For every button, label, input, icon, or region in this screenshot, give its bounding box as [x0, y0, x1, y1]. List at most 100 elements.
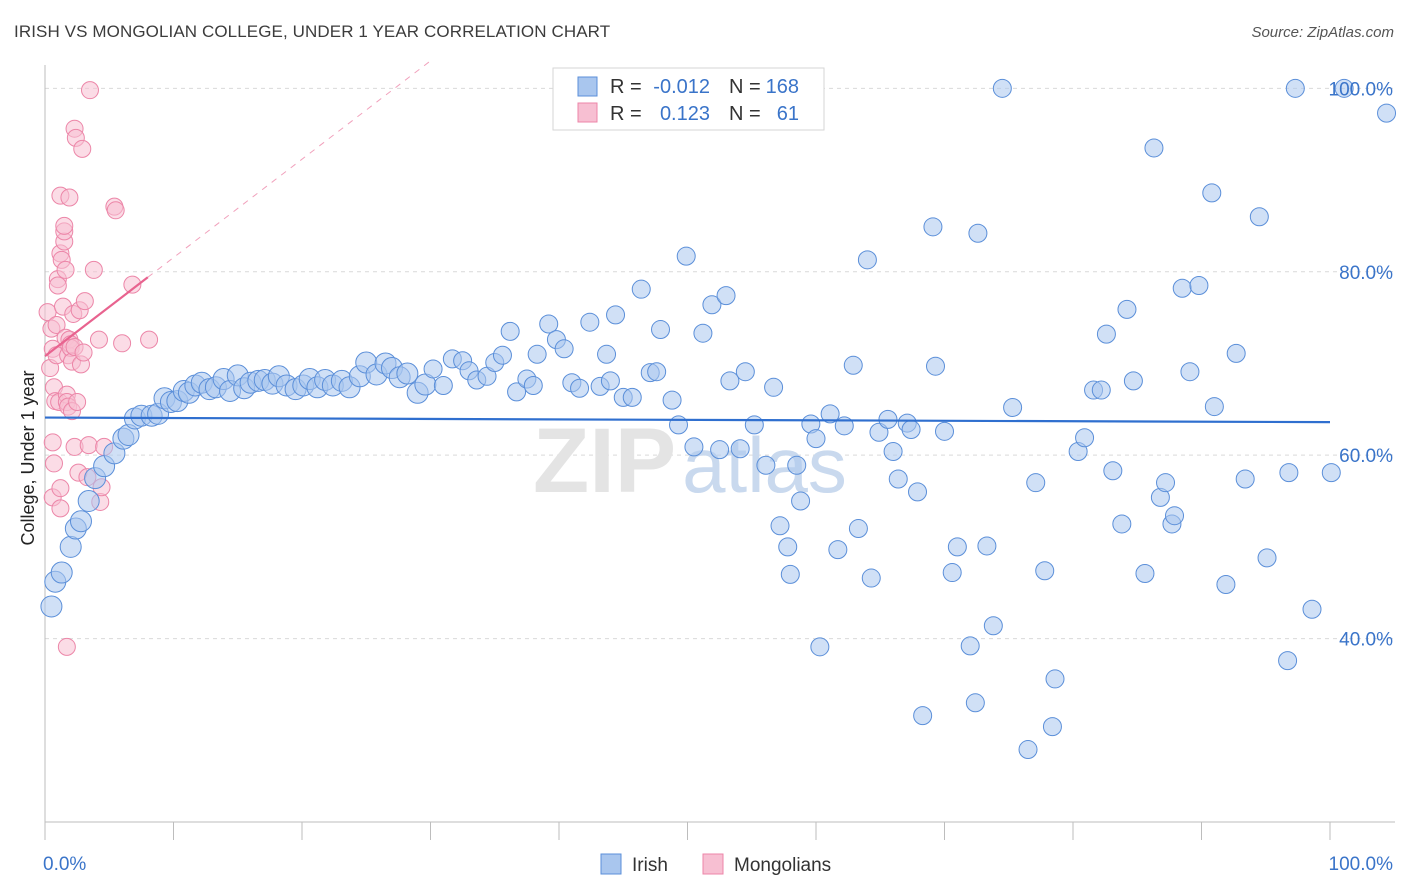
irish-point-107 [843, 355, 863, 375]
irish-point-121 [935, 421, 954, 441]
irish-point-166 [1334, 78, 1354, 98]
irish-point-158 [1235, 469, 1255, 489]
mongolians-trend-extension [147, 60, 431, 278]
mongolians-point-51 [89, 330, 108, 349]
irish-point-145 [1135, 563, 1155, 583]
irish-point-98 [780, 564, 800, 584]
irish-point-146 [1144, 138, 1164, 158]
irish-point-70 [570, 378, 590, 398]
irish-point-151 [1172, 278, 1192, 298]
irish-point-117 [908, 482, 928, 502]
irish-point-94 [756, 455, 776, 475]
legend-r-value-irish: -0.012 [653, 76, 710, 98]
irish-point-126 [968, 223, 988, 243]
irish-point-143 [1117, 299, 1137, 319]
irish-point-142 [1112, 514, 1132, 534]
mongolians-point-59 [140, 330, 159, 349]
mongolians-point-6 [44, 454, 63, 473]
irish-point-116 [901, 419, 921, 439]
irish-point-132 [1026, 473, 1046, 493]
legend-r-label-irish: R = [610, 76, 642, 98]
irish-point-73 [597, 344, 617, 364]
irish-point-135 [1045, 669, 1065, 689]
irish-point-164 [1302, 599, 1322, 619]
irish-point-86 [693, 323, 713, 343]
irish-point-155 [1204, 397, 1224, 417]
irish-point-131 [1018, 740, 1038, 760]
irish-point-95 [764, 377, 784, 397]
irish-point-77 [622, 387, 642, 407]
x-tick-label-0: 0.0% [43, 854, 86, 875]
irish-point-150 [1165, 506, 1185, 526]
irish-point-68 [554, 339, 574, 359]
mongolians-point-29 [60, 188, 79, 207]
irish-point-90 [720, 371, 740, 391]
irish-point-137 [1075, 428, 1095, 448]
irish-point-85 [684, 437, 704, 457]
irish-point-62 [507, 382, 527, 402]
legend-n-value-mongolians: 61 [777, 103, 799, 125]
irish-point-123 [947, 537, 967, 557]
trend-lines [44, 60, 1331, 424]
irish-point-139 [1091, 380, 1111, 400]
irish-point-118 [913, 706, 933, 726]
irish-point-153 [1189, 276, 1209, 296]
irish-point-89 [716, 286, 736, 306]
bottom-legend-swatch-mongolians [702, 853, 724, 875]
mongolians-point-12 [48, 276, 67, 295]
irish-point-125 [965, 693, 985, 713]
irish-point-66 [539, 314, 559, 334]
irish-points [40, 78, 1397, 760]
irish-point-60 [492, 345, 512, 365]
mongolians-point-58 [123, 275, 142, 294]
mongolians-point-22 [55, 216, 74, 235]
irish-point-82 [662, 390, 682, 410]
irish-point-71 [580, 312, 600, 332]
irish-point-122 [942, 563, 962, 583]
irish-point-165 [1321, 463, 1341, 483]
legend-swatch-irish [577, 76, 598, 97]
irish-point-92 [735, 362, 755, 382]
mongolians-point-48 [79, 436, 98, 455]
irish-point-96 [770, 516, 790, 536]
legend-r-value-mongolians: 0.123 [660, 103, 710, 125]
irish-point-84 [676, 246, 696, 266]
y-tick-label-3: 100.0% [1329, 79, 1394, 100]
legend-n-value-irish: 168 [766, 76, 799, 98]
irish-point-93 [744, 415, 764, 435]
mongolians-point-50 [84, 260, 103, 279]
irish-point-53 [433, 375, 453, 395]
x-tick-labels: 0.0% 100.0% [43, 854, 1393, 875]
y-tick-label-2: 80.0% [1339, 263, 1393, 284]
irish-point-144 [1123, 371, 1143, 391]
irish-point-128 [983, 616, 1003, 636]
irish-point-5 [69, 510, 92, 533]
bottom-legend: Irish Mongolians [600, 853, 831, 876]
mongolians-point-10 [47, 315, 66, 334]
irish-point-99 [787, 455, 807, 475]
irish-point-109 [857, 250, 877, 270]
irish-point-156 [1216, 574, 1236, 594]
irish-point-119 [923, 217, 943, 237]
chart-title: IRISH VS MONGOLIAN COLLEGE, UNDER 1 YEAR… [14, 22, 611, 41]
irish-point-65 [527, 344, 547, 364]
y-tick-label-0: 40.0% [1339, 630, 1393, 651]
irish-point-102 [806, 429, 826, 449]
irish-point-6 [77, 490, 100, 513]
legend-r-label-mongolians: R = [610, 103, 642, 125]
irish-point-113 [883, 442, 903, 462]
irish-point-88 [710, 440, 730, 460]
irish-point-167 [1377, 103, 1397, 123]
irish-point-134 [1042, 717, 1062, 737]
irish-point-52 [423, 359, 443, 379]
mongolians-points [38, 81, 159, 656]
irish-point-124 [960, 636, 980, 656]
irish-point-108 [848, 519, 868, 539]
y-axis-title: College, Under 1 year [18, 370, 38, 545]
irish-point-114 [888, 469, 908, 489]
y-tick-labels: 40.0% 60.0% 80.0% 100.0% [1329, 79, 1394, 650]
irish-point-112 [878, 409, 898, 429]
irish-point-78 [631, 279, 651, 299]
irish-point-75 [606, 305, 626, 325]
irish-point-159 [1249, 207, 1269, 227]
